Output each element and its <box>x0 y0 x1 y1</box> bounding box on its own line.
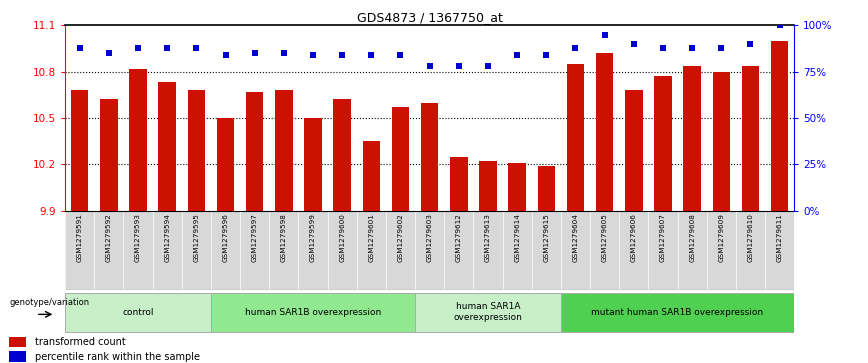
Point <box>277 50 291 56</box>
Text: GSM1279597: GSM1279597 <box>252 213 258 262</box>
Bar <box>187 90 205 211</box>
Text: GSM1279602: GSM1279602 <box>398 213 404 262</box>
Text: GSM1279611: GSM1279611 <box>777 213 783 262</box>
Text: GSM1279604: GSM1279604 <box>573 213 578 262</box>
Point <box>335 52 349 58</box>
Point <box>539 52 553 58</box>
Bar <box>713 72 730 211</box>
Bar <box>654 76 672 211</box>
Point <box>598 32 612 38</box>
Text: GSM1279598: GSM1279598 <box>281 213 286 262</box>
Point <box>685 45 699 50</box>
Bar <box>9 337 26 347</box>
Point <box>627 41 641 47</box>
Text: GSM1279592: GSM1279592 <box>106 213 112 262</box>
Point <box>481 63 495 69</box>
Bar <box>479 161 496 211</box>
Point <box>189 45 203 50</box>
Text: GSM1279610: GSM1279610 <box>747 213 753 262</box>
Point <box>744 41 758 47</box>
Bar <box>246 92 263 211</box>
Text: GSM1279603: GSM1279603 <box>427 213 432 262</box>
Text: percentile rank within the sample: percentile rank within the sample <box>35 352 200 362</box>
Bar <box>305 118 322 211</box>
Point <box>569 45 582 50</box>
Bar <box>217 118 234 211</box>
Point <box>73 45 87 50</box>
Bar <box>100 99 117 211</box>
Title: GDS4873 / 1367750_at: GDS4873 / 1367750_at <box>357 11 503 24</box>
Bar <box>415 293 561 332</box>
Point <box>161 45 174 50</box>
Point <box>131 45 145 50</box>
Bar <box>561 293 794 332</box>
Text: GSM1279595: GSM1279595 <box>194 213 200 262</box>
Bar <box>683 65 700 211</box>
Bar <box>567 64 584 211</box>
Text: GSM1279594: GSM1279594 <box>164 213 170 262</box>
Point <box>102 50 115 56</box>
Text: GSM1279599: GSM1279599 <box>310 213 316 262</box>
Text: GSM1279615: GSM1279615 <box>543 213 549 262</box>
Text: human SAR1B overexpression: human SAR1B overexpression <box>245 308 381 317</box>
Bar <box>211 293 415 332</box>
Point <box>423 63 437 69</box>
Point <box>714 45 728 50</box>
Point <box>219 52 233 58</box>
Point <box>510 52 524 58</box>
Bar <box>450 156 468 211</box>
Bar <box>596 53 614 211</box>
Bar <box>742 65 760 211</box>
Text: GSM1279591: GSM1279591 <box>76 213 82 262</box>
Bar <box>363 141 380 211</box>
Bar <box>71 90 89 211</box>
Bar <box>9 351 26 362</box>
Text: control: control <box>122 308 154 317</box>
Text: GSM1279608: GSM1279608 <box>689 213 695 262</box>
Bar <box>65 293 211 332</box>
Bar <box>771 41 788 211</box>
Point <box>393 52 407 58</box>
Text: mutant human SAR1B overexpression: mutant human SAR1B overexpression <box>591 308 764 317</box>
Bar <box>625 90 642 211</box>
Bar <box>537 166 555 211</box>
Text: transformed count: transformed count <box>35 337 126 347</box>
Text: GSM1279593: GSM1279593 <box>135 213 141 262</box>
Text: GSM1279612: GSM1279612 <box>456 213 462 262</box>
Bar <box>391 107 409 211</box>
Text: GSM1279606: GSM1279606 <box>631 213 637 262</box>
Bar <box>421 102 438 211</box>
Bar <box>129 69 147 211</box>
Bar <box>509 163 526 211</box>
Text: GSM1279613: GSM1279613 <box>485 213 491 262</box>
Bar <box>275 90 293 211</box>
Text: GSM1279609: GSM1279609 <box>719 213 724 262</box>
Text: human SAR1A
overexpression: human SAR1A overexpression <box>454 302 523 322</box>
Text: GSM1279601: GSM1279601 <box>368 213 374 262</box>
Point <box>306 52 320 58</box>
Bar <box>159 82 176 211</box>
Point <box>365 52 378 58</box>
Text: GSM1279607: GSM1279607 <box>660 213 666 262</box>
Text: GSM1279600: GSM1279600 <box>339 213 345 262</box>
Text: genotype/variation: genotype/variation <box>10 298 90 307</box>
Bar <box>333 99 351 211</box>
Text: GSM1279614: GSM1279614 <box>514 213 520 262</box>
Point <box>773 23 786 28</box>
Text: GSM1279605: GSM1279605 <box>602 213 608 262</box>
Point <box>452 63 466 69</box>
Text: GSM1279596: GSM1279596 <box>222 213 228 262</box>
Point <box>656 45 670 50</box>
Point <box>247 50 261 56</box>
